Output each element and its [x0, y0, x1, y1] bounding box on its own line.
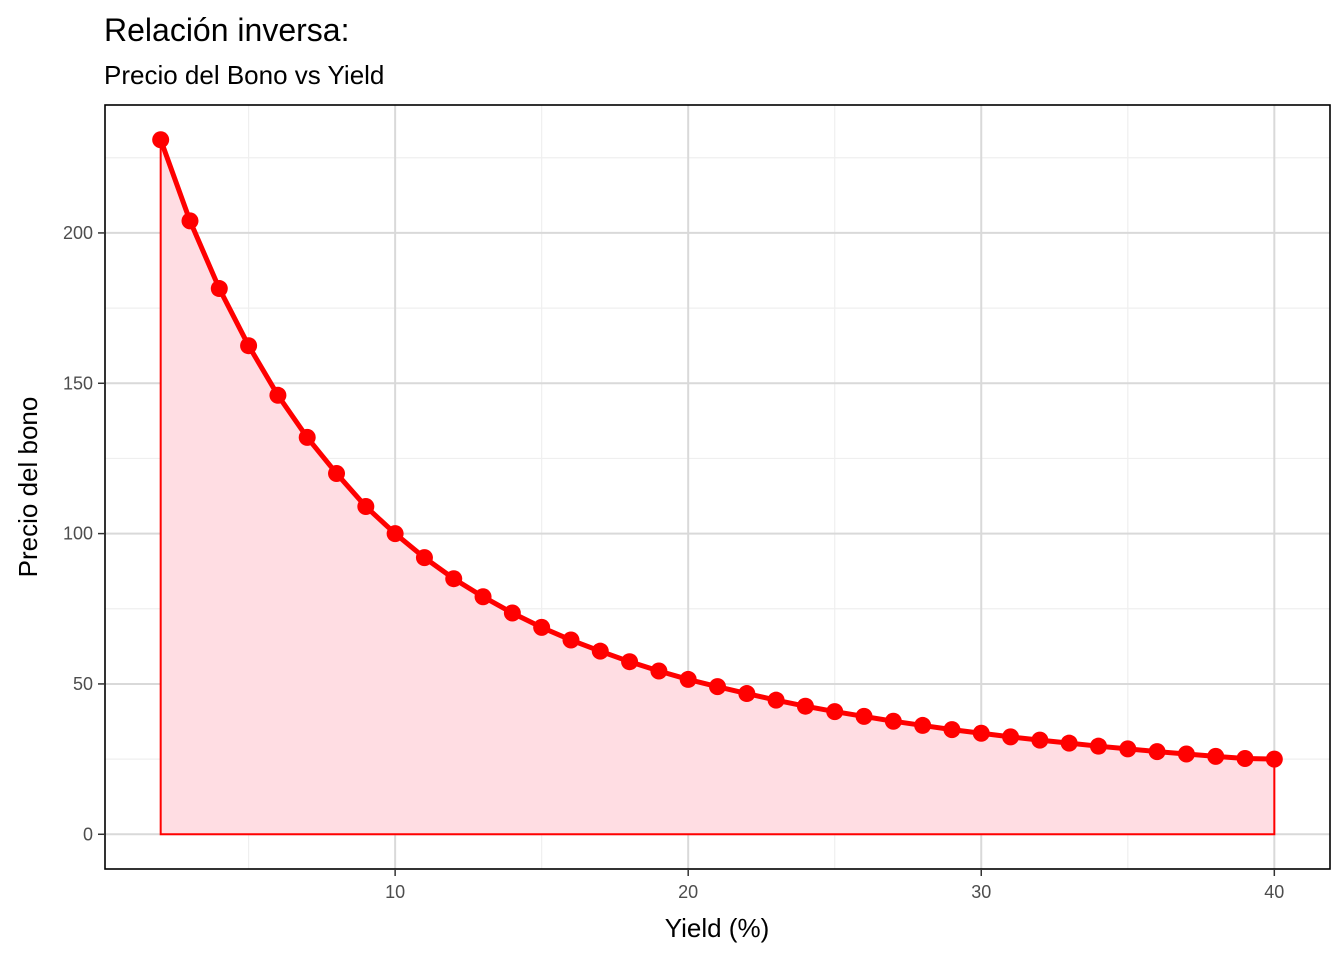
data-point — [914, 716, 932, 734]
data-point — [943, 721, 961, 739]
y-axis-title: Precio del bono — [13, 397, 43, 578]
data-point — [181, 212, 199, 230]
plot-panel-border — [104, 104, 1331, 870]
y-tick-label: 100 — [63, 524, 93, 544]
data-point — [679, 670, 697, 688]
data-point — [826, 703, 844, 721]
data-point — [415, 549, 433, 567]
data-point — [562, 631, 580, 649]
data-point — [1236, 750, 1254, 767]
data-point — [357, 498, 375, 516]
data-point — [738, 685, 756, 703]
data-point — [1148, 743, 1166, 761]
data-point — [591, 642, 609, 660]
data-point — [1031, 731, 1049, 749]
y-axis: 0 50 100 150 200 — [63, 223, 105, 844]
data-point — [709, 678, 726, 696]
y-tick-label: 50 — [73, 674, 93, 694]
data-point — [1207, 747, 1225, 765]
data-point — [884, 712, 902, 730]
x-tick-label: 40 — [1264, 882, 1284, 902]
data-point — [767, 691, 785, 709]
data-point — [1265, 750, 1283, 768]
x-axis-title: Yield (%) — [665, 913, 770, 943]
data-point — [445, 570, 463, 588]
area-layer — [159, 139, 1276, 836]
area-fill — [159, 139, 1276, 836]
y-tick-label: 200 — [63, 223, 93, 243]
data-point — [328, 464, 346, 482]
points-layer — [152, 131, 1283, 768]
x-axis: 10 20 30 40 — [385, 869, 1284, 902]
data-point — [152, 131, 170, 149]
data-point — [1002, 728, 1020, 746]
y-tick-label: 0 — [83, 824, 93, 844]
chart-subtitle: Precio del Bono vs Yield — [104, 60, 384, 90]
x-tick-label: 30 — [971, 882, 991, 902]
data-point — [621, 653, 639, 671]
data-point — [474, 588, 492, 606]
data-point — [1060, 734, 1078, 752]
data-point — [298, 428, 316, 446]
data-point — [796, 697, 814, 715]
data-point — [240, 337, 258, 355]
data-point — [503, 604, 521, 622]
data-point — [1119, 740, 1137, 758]
data-point — [533, 618, 551, 636]
chart-title: Relación inversa: — [104, 12, 349, 48]
y-tick-label: 150 — [63, 373, 93, 393]
data-point — [650, 662, 668, 680]
x-tick-label: 10 — [385, 882, 405, 902]
data-point — [1089, 737, 1107, 755]
data-point — [269, 386, 287, 404]
data-point — [972, 724, 990, 742]
data-point — [386, 525, 404, 543]
data-point — [855, 707, 873, 725]
data-point — [1177, 745, 1195, 763]
x-tick-label: 20 — [678, 882, 698, 902]
data-point — [210, 280, 228, 298]
